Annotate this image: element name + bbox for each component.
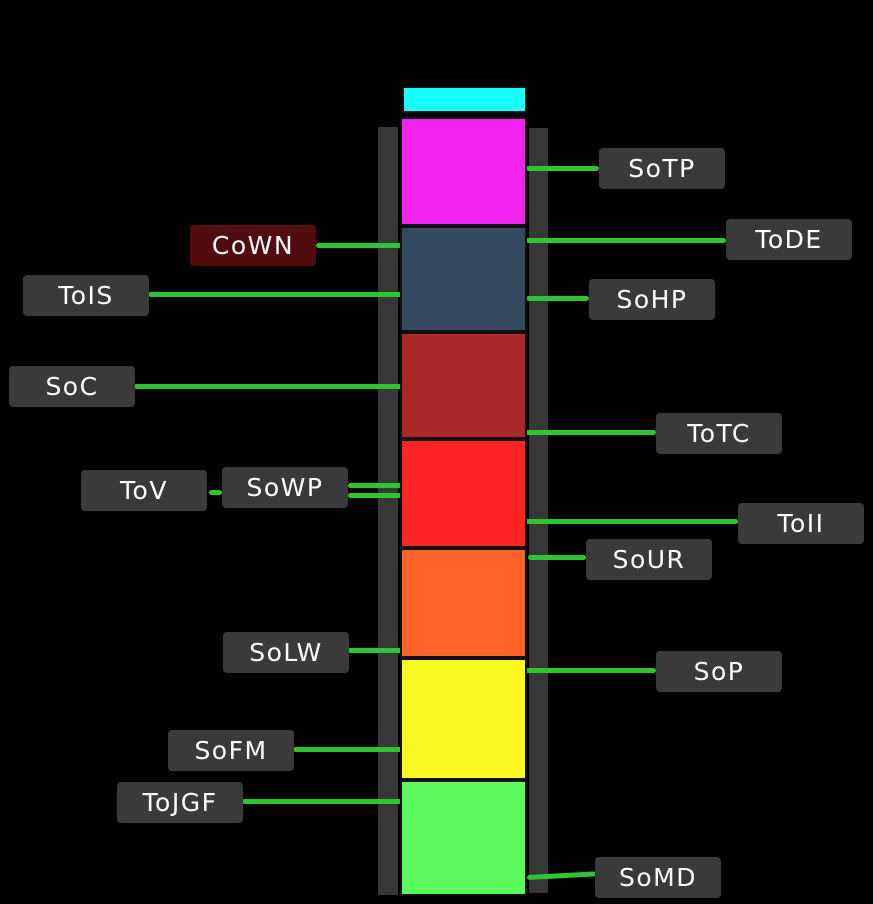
label-tois: ToIS	[23, 275, 149, 316]
connector-solw	[348, 648, 402, 653]
label-sowp: SoWP	[222, 467, 348, 508]
connector-totc	[524, 430, 656, 435]
label-sop: SoP	[656, 651, 782, 692]
segment-dark-red	[400, 332, 527, 439]
segment-green	[400, 780, 527, 896]
segment-red	[400, 439, 527, 548]
segment-cyan-cap	[402, 86, 527, 113]
label-cown: CoWN	[190, 225, 316, 266]
label-tojgf: ToJGF	[117, 782, 243, 823]
connector-sour	[528, 555, 586, 560]
label-sohp: SoHP	[589, 279, 715, 320]
label-solw: SoLW	[223, 632, 349, 673]
label-totc: ToTC	[656, 413, 782, 454]
connector-sotp	[525, 166, 599, 171]
label-toii: ToII	[738, 503, 864, 544]
label-somd: SoMD	[595, 857, 721, 898]
label-sofm: SoFM	[168, 730, 294, 771]
connector-cown	[316, 243, 402, 248]
connector-sohp	[526, 296, 589, 301]
label-sotp: SoTP	[599, 148, 725, 189]
label-tode: ToDE	[726, 219, 852, 260]
left-frame-bar	[378, 127, 398, 895]
segment-yellow	[400, 658, 527, 780]
connector-sofm	[293, 747, 403, 752]
right-frame-bar	[529, 128, 548, 893]
label-soc: SoC	[9, 366, 135, 407]
connector-soc	[134, 384, 402, 389]
connector-sowp-lower	[348, 493, 402, 498]
connector-tode	[525, 238, 726, 243]
connector-tojgf	[242, 799, 403, 804]
connector-sop	[521, 668, 656, 673]
connector-toii	[522, 519, 738, 524]
connector-sowp-upper	[348, 483, 402, 488]
connector-tov-sowp	[209, 490, 222, 495]
label-sour: SoUR	[586, 539, 712, 580]
segment-slate-blue	[400, 226, 527, 332]
label-tov: ToV	[81, 470, 207, 511]
segment-orange	[400, 548, 527, 658]
connector-tois	[148, 292, 402, 297]
segment-magenta	[400, 117, 527, 226]
